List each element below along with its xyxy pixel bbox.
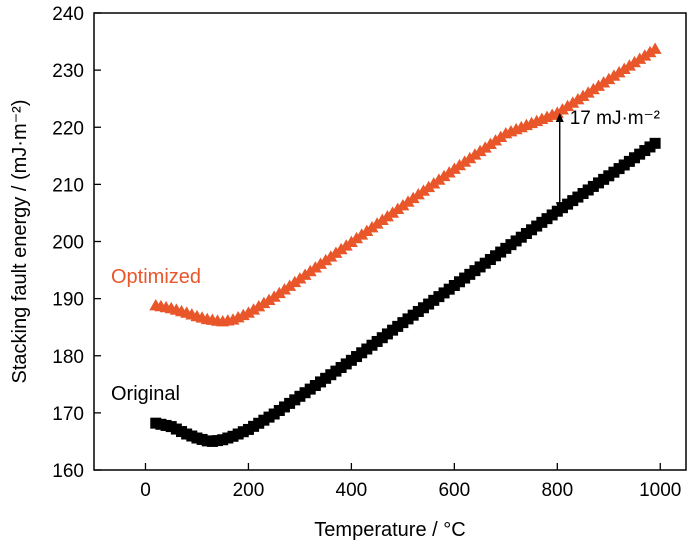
y-axis: 160 170 180 190 200 210 220 230 240 bbox=[52, 4, 101, 482]
data-point-optimized bbox=[252, 300, 266, 312]
series-original bbox=[150, 137, 661, 447]
plot-frame bbox=[93, 12, 687, 471]
x-tick-label: 200 bbox=[233, 480, 265, 501]
y-tick-label: 160 bbox=[52, 461, 84, 482]
plot-area bbox=[93, 12, 687, 471]
y-tick-label: 220 bbox=[52, 118, 84, 139]
x-axis-title: Temperature / °C bbox=[314, 519, 465, 541]
x-axis: 0 200 400 600 800 1000 bbox=[140, 463, 681, 501]
y-tick-label: 180 bbox=[52, 347, 84, 368]
y-tick-label: 200 bbox=[52, 233, 84, 254]
y-tick-label: 240 bbox=[52, 4, 84, 25]
y-axis-title: Stacking fault energy / (mJ·m⁻²) bbox=[9, 100, 31, 384]
y-tick-label: 210 bbox=[52, 175, 84, 196]
series-label-original: Original bbox=[111, 383, 180, 405]
annotation-label: 17 mJ·m⁻² bbox=[570, 108, 660, 129]
series-optimized bbox=[149, 42, 662, 327]
y-tick-label: 170 bbox=[52, 404, 84, 425]
annotation-arrowhead-up bbox=[555, 112, 564, 122]
annotation-group bbox=[555, 112, 564, 212]
data-point-optimized bbox=[241, 306, 255, 318]
annotation-arrowhead-down bbox=[555, 202, 564, 212]
x-tick-label: 800 bbox=[541, 480, 573, 501]
data-point-optimized bbox=[247, 303, 261, 315]
x-tick-label: 600 bbox=[438, 480, 470, 501]
x-tick-label: 0 bbox=[140, 480, 151, 501]
data-point-original bbox=[649, 137, 661, 149]
x-tick-label: 400 bbox=[336, 480, 368, 501]
y-tick-label: 230 bbox=[52, 61, 84, 82]
x-tick-label: 1000 bbox=[639, 480, 681, 501]
y-tick-label: 190 bbox=[52, 290, 84, 311]
data-point-optimized bbox=[257, 296, 271, 309]
data-point-optimized bbox=[262, 293, 276, 305]
series-label-optimized: Optimized bbox=[111, 266, 201, 288]
data-point-optimized bbox=[648, 42, 662, 54]
